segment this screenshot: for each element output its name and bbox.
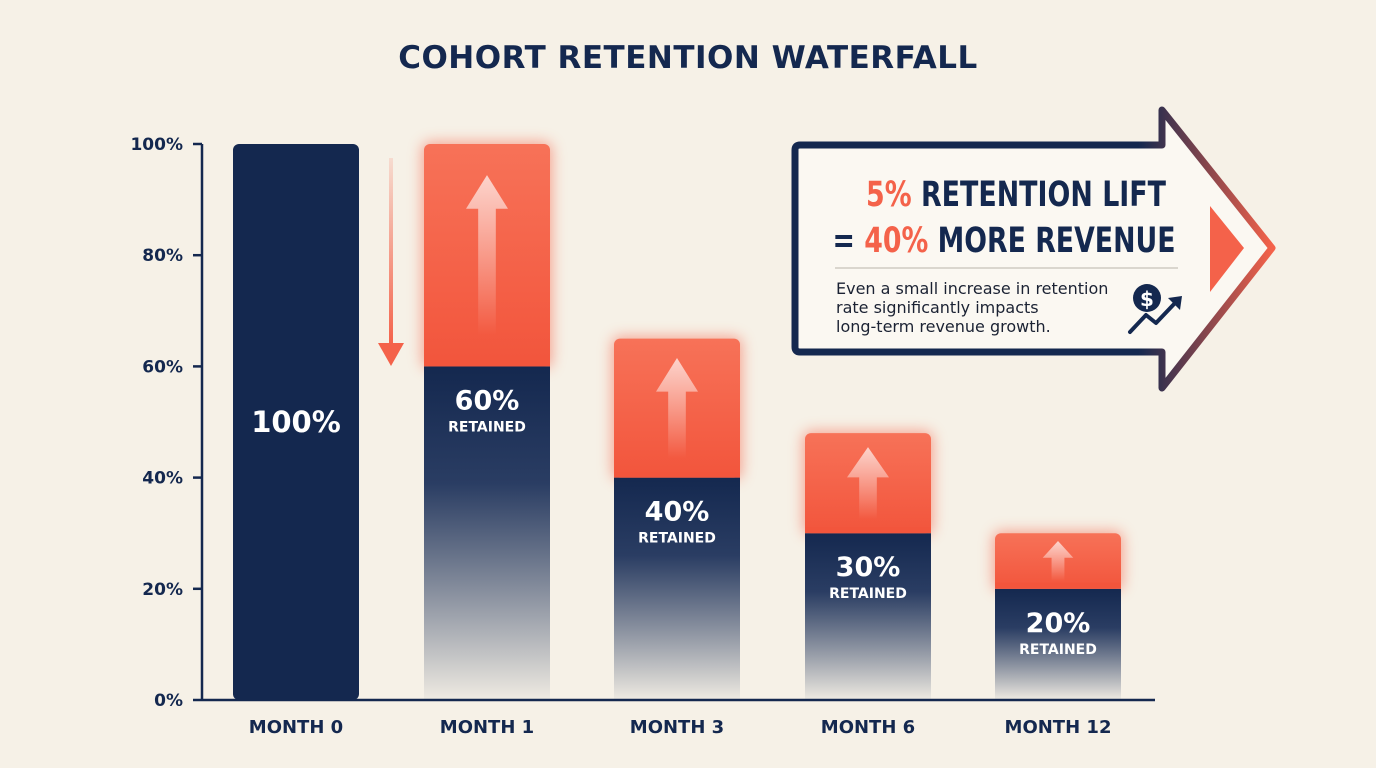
- y-tick-label: 0%: [154, 691, 183, 711]
- bar-group: 30% RETAINED MONTH 6: [803, 431, 933, 738]
- chart-title: COHORT RETENTION WATERFALL: [398, 40, 978, 76]
- bar-sub-label: RETAINED: [448, 419, 526, 435]
- x-tick-label: MONTH 0: [249, 717, 343, 738]
- bar-lift-base: [614, 471, 740, 478]
- bar-sub-label: RETAINED: [829, 586, 907, 602]
- bar-group: 20% RETAINED MONTH 12: [993, 531, 1123, 738]
- callout-body-line: rate significantly impacts: [836, 298, 1039, 317]
- x-tick-label: MONTH 6: [821, 717, 915, 738]
- bar-retained: [424, 366, 550, 700]
- callout-body-line: Even a small increase in retention: [836, 279, 1108, 298]
- bar-value-label: 30%: [836, 552, 901, 583]
- y-tick-label: 80%: [142, 246, 183, 266]
- up-arrow-icon: [656, 358, 698, 459]
- growth-line: [1128, 300, 1178, 334]
- bar-retained: [995, 588, 1121, 700]
- callout-text-1: RETENTION LIFT: [912, 175, 1166, 215]
- up-arrow-icon: [1042, 540, 1074, 582]
- x-tick-label: MONTH 1: [440, 717, 534, 738]
- up-arrow-icon: [847, 447, 889, 520]
- bar-lift-base: [805, 527, 931, 534]
- bar-value-label: 20%: [1026, 608, 1091, 639]
- bar-retained: [805, 533, 931, 700]
- growth-arrowhead: [1168, 296, 1182, 310]
- bar-retained: [614, 477, 740, 700]
- dollar-growth-icon: $: [1128, 284, 1182, 334]
- bar-value-label: 60%: [455, 385, 520, 416]
- bar-retained: [233, 144, 359, 700]
- drop-arrow-shaft: [389, 158, 393, 346]
- bar-lift-base: [995, 582, 1121, 589]
- drop-arrow-icon: [378, 343, 404, 366]
- callout-headline-2: = 40% MORE REVENUE: [833, 221, 1176, 261]
- bar-group: 40% RETAINED MONTH 3: [612, 336, 742, 738]
- bar-sub-label: RETAINED: [638, 531, 716, 547]
- y-tick-label: 100%: [130, 135, 183, 155]
- dollar-coin: [1133, 284, 1161, 312]
- callout-body-line: long-term revenue growth.: [836, 317, 1051, 336]
- bar-group: 100% MONTH 0: [233, 144, 359, 738]
- bar-group: 60% RETAINED MONTH 1: [422, 142, 552, 738]
- dollar-glyph: $: [1140, 287, 1154, 311]
- callout-highlight-1: 5%: [866, 175, 912, 215]
- y-tick-label: 60%: [142, 357, 183, 377]
- callout-arrow-tip-icon: [1210, 206, 1244, 292]
- callout: 5% RETENTION LIFT= 40% MORE REVENUEEven …: [791, 106, 1276, 392]
- bar-lift-base: [424, 360, 550, 367]
- y-tick-label: 40%: [142, 469, 183, 489]
- bar-sub-label: RETAINED: [1019, 642, 1097, 658]
- callout-headline-1: 5% RETENTION LIFT: [866, 175, 1166, 215]
- bar-value-label: 100%: [251, 405, 341, 439]
- bar-value-label: 40%: [645, 497, 710, 528]
- x-tick-label: MONTH 12: [1005, 717, 1112, 738]
- callout-prefix-2: =: [833, 221, 865, 261]
- callout-text-2: MORE REVENUE: [928, 221, 1175, 261]
- up-arrow-icon: [466, 175, 508, 336]
- y-tick-label: 20%: [142, 580, 183, 600]
- callout-highlight-2: 40%: [864, 221, 928, 261]
- x-tick-label: MONTH 3: [630, 717, 724, 738]
